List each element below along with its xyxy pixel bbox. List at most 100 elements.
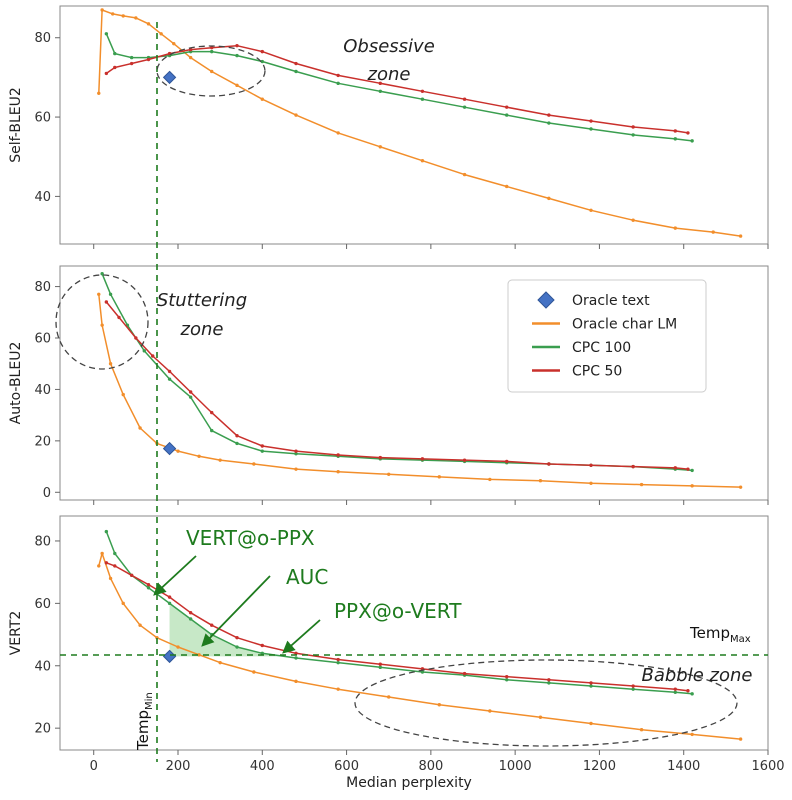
- self-bleu2-oracle-char-lm-point: [100, 8, 104, 12]
- self-bleu2-cpc-50-point: [188, 47, 193, 52]
- self-bleu2-oracle-char-lm-point: [378, 145, 382, 149]
- auto-bleu2-oracle-char-lm-point: [336, 470, 340, 474]
- self-bleu2-cpc-100-point: [690, 139, 694, 143]
- vert2-oracle-char-lm-point: [97, 564, 101, 568]
- auto-bleu2-cpc-50-point: [547, 462, 551, 466]
- self-bleu2-xtickmarks: [93, 244, 769, 249]
- auto-bleu2-oracle-text-marker: [162, 441, 177, 456]
- auto-bleu2-oracle-char-lm-line: [98, 294, 741, 488]
- auto-bleu2-cpc-100-point: [260, 449, 264, 453]
- auto-bleu2-oracle-char-lm-point: [437, 475, 441, 479]
- auto-bleu2-oracle-char-lm-point: [294, 467, 298, 471]
- stuttering-zone-ellipse: [55, 274, 149, 370]
- self-bleu2-cpc-50-point: [260, 49, 264, 54]
- auto-bleu2-series: [97, 272, 743, 489]
- auto-bleu2-oracle-char-lm-point: [488, 477, 492, 482]
- auto-bleu2-cpc-100-point: [100, 272, 104, 276]
- self-bleu2-oracle-char-lm-point: [121, 14, 125, 18]
- stuttering-zone-label-line1: Stuttering: [157, 290, 247, 311]
- vert2-oracle-char-lm-point: [176, 645, 180, 649]
- auto-bleu2-cpc-100-point: [167, 377, 172, 381]
- auto-bleu2-ytick-label: 40: [34, 383, 51, 398]
- self-bleu2-oracle-char-lm-point: [97, 91, 101, 95]
- self-bleu2-cpc-50-point: [589, 119, 593, 123]
- auto-bleu2-cpc-50-point: [188, 390, 193, 394]
- vert2-oracle-char-lm-point: [538, 715, 543, 719]
- vert2-cpc-100-point: [673, 690, 677, 694]
- auto-bleu2-cpc-50-point: [134, 336, 138, 340]
- vert2-oracle-char-lm-point: [639, 728, 644, 732]
- self-bleu2-cpc-100-point: [235, 53, 239, 58]
- vert2-cpc-100-point: [260, 651, 264, 655]
- vert2-cpc-100-point: [294, 656, 298, 660]
- x-tick-label: 1400: [667, 759, 700, 774]
- vert2-cpc-100-point: [505, 678, 509, 682]
- vert2-oracle-char-lm-point: [121, 601, 125, 606]
- vert2-oracle-char-lm-point: [252, 670, 256, 674]
- vert2-cpc-100-point: [547, 681, 551, 685]
- self-bleu2-oracle-char-lm-point: [420, 159, 425, 163]
- auto-bleu2-cpc-50-point: [589, 463, 593, 467]
- self-bleu2-cpc-50-point: [420, 89, 425, 93]
- temp-max-label: TempMax: [689, 624, 751, 645]
- self-bleu2-cpc-50-point: [235, 43, 239, 48]
- self-bleu2-ytick-label: 40: [34, 190, 51, 205]
- auto-bleu2-oracle-char-lm-point: [639, 482, 644, 487]
- self-bleu2-cpc-50-point: [686, 131, 690, 135]
- self-bleu2-oracle-char-lm-point: [210, 69, 214, 74]
- self-bleu2-oracle-char-lm-point: [336, 131, 340, 135]
- self-bleu2-oracle-char-lm-point: [631, 218, 635, 222]
- vert2-ytick-label: 80: [34, 534, 51, 549]
- auto-bleu2-oracle-char-lm-point: [218, 458, 222, 462]
- auto-bleu2-cpc-50-point: [631, 464, 635, 469]
- self-bleu2-oracle-char-lm-point: [134, 16, 138, 20]
- vert2-cpc-50-line: [106, 562, 688, 692]
- temp-min-label: TempMin: [134, 692, 155, 751]
- x-axis-label: Median perplexity: [346, 775, 472, 791]
- self-bleu2-cpc-100-point: [673, 137, 677, 141]
- legend-box: [507, 279, 707, 393]
- self-bleu2-oracle-char-lm-point: [462, 172, 467, 177]
- self-bleu2-ylabel: Self-BLEU2: [8, 87, 24, 163]
- vert2-oracle-char-lm-point: [336, 687, 340, 691]
- auc-arrow: [201, 575, 271, 647]
- vert2-oracle-char-lm-point: [690, 732, 694, 737]
- vert2-ytick-label: 40: [34, 659, 51, 674]
- vert2-oracle-char-lm-point: [218, 660, 222, 665]
- auto-bleu2-oracle-char-lm-point: [197, 454, 201, 458]
- vert2-cpc-100-point: [336, 660, 340, 665]
- auto-bleu2-cpc-100-point: [142, 349, 146, 353]
- auto-bleu2-oracle-char-lm-point: [738, 485, 743, 489]
- vert-at-o-ppx-label: VERT@o-PPX: [186, 526, 315, 550]
- auto-bleu2-oracle-char-lm-point: [252, 462, 256, 466]
- self-bleu2-cpc-100-point: [260, 59, 264, 64]
- vert2-cpc-100-point: [589, 684, 593, 688]
- ppx-at-o-vert-label: PPX@o-VERT: [334, 599, 462, 623]
- babble-zone-label: Babble zone: [642, 665, 753, 686]
- babble-zone-ellipse: [354, 659, 738, 747]
- auc-label: AUC: [286, 565, 328, 589]
- auto-bleu2-cpc-100-point: [235, 441, 239, 446]
- auto-bleu2-oracle-char-lm-point: [690, 484, 694, 488]
- self-bleu2-cpc-50-point: [104, 71, 109, 76]
- vert2-cpc-100-point: [378, 665, 382, 670]
- auto-bleu2-ylabel: Auto-BLEU2: [8, 342, 24, 425]
- x-tick-label: 1600: [751, 759, 784, 774]
- vert2-cpc-50-point: [210, 623, 214, 627]
- self-bleu2-oracle-char-lm-point: [110, 12, 115, 16]
- x-tick-label: 600: [334, 759, 359, 774]
- auto-bleu2-cpc-50-line: [105, 301, 688, 470]
- self-bleu2-oracle-char-lm-point: [188, 55, 193, 60]
- self-bleu2-cpc-50-point: [210, 45, 214, 50]
- auto-bleu2-ytick-label: 0: [43, 486, 51, 501]
- vert2-cpc-50-point: [505, 674, 509, 679]
- obsessive-zone-ellipse: [156, 45, 266, 97]
- vert2-panel: VERT2 20 40 60 80 0 200 400 600 800 1000 1200 1400…: [8, 515, 785, 774]
- stuttering-zone-label-line2: zone: [180, 319, 224, 340]
- vert2-cpc-100-point: [690, 692, 694, 696]
- x-tick-label: 0: [90, 759, 98, 774]
- self-bleu2-cpc-100-point: [378, 89, 382, 93]
- auto-bleu2-cpc-50-point: [378, 455, 382, 460]
- auto-bleu2-cpc-50-point: [151, 354, 155, 358]
- vert2-oracle-char-lm-point: [100, 551, 104, 556]
